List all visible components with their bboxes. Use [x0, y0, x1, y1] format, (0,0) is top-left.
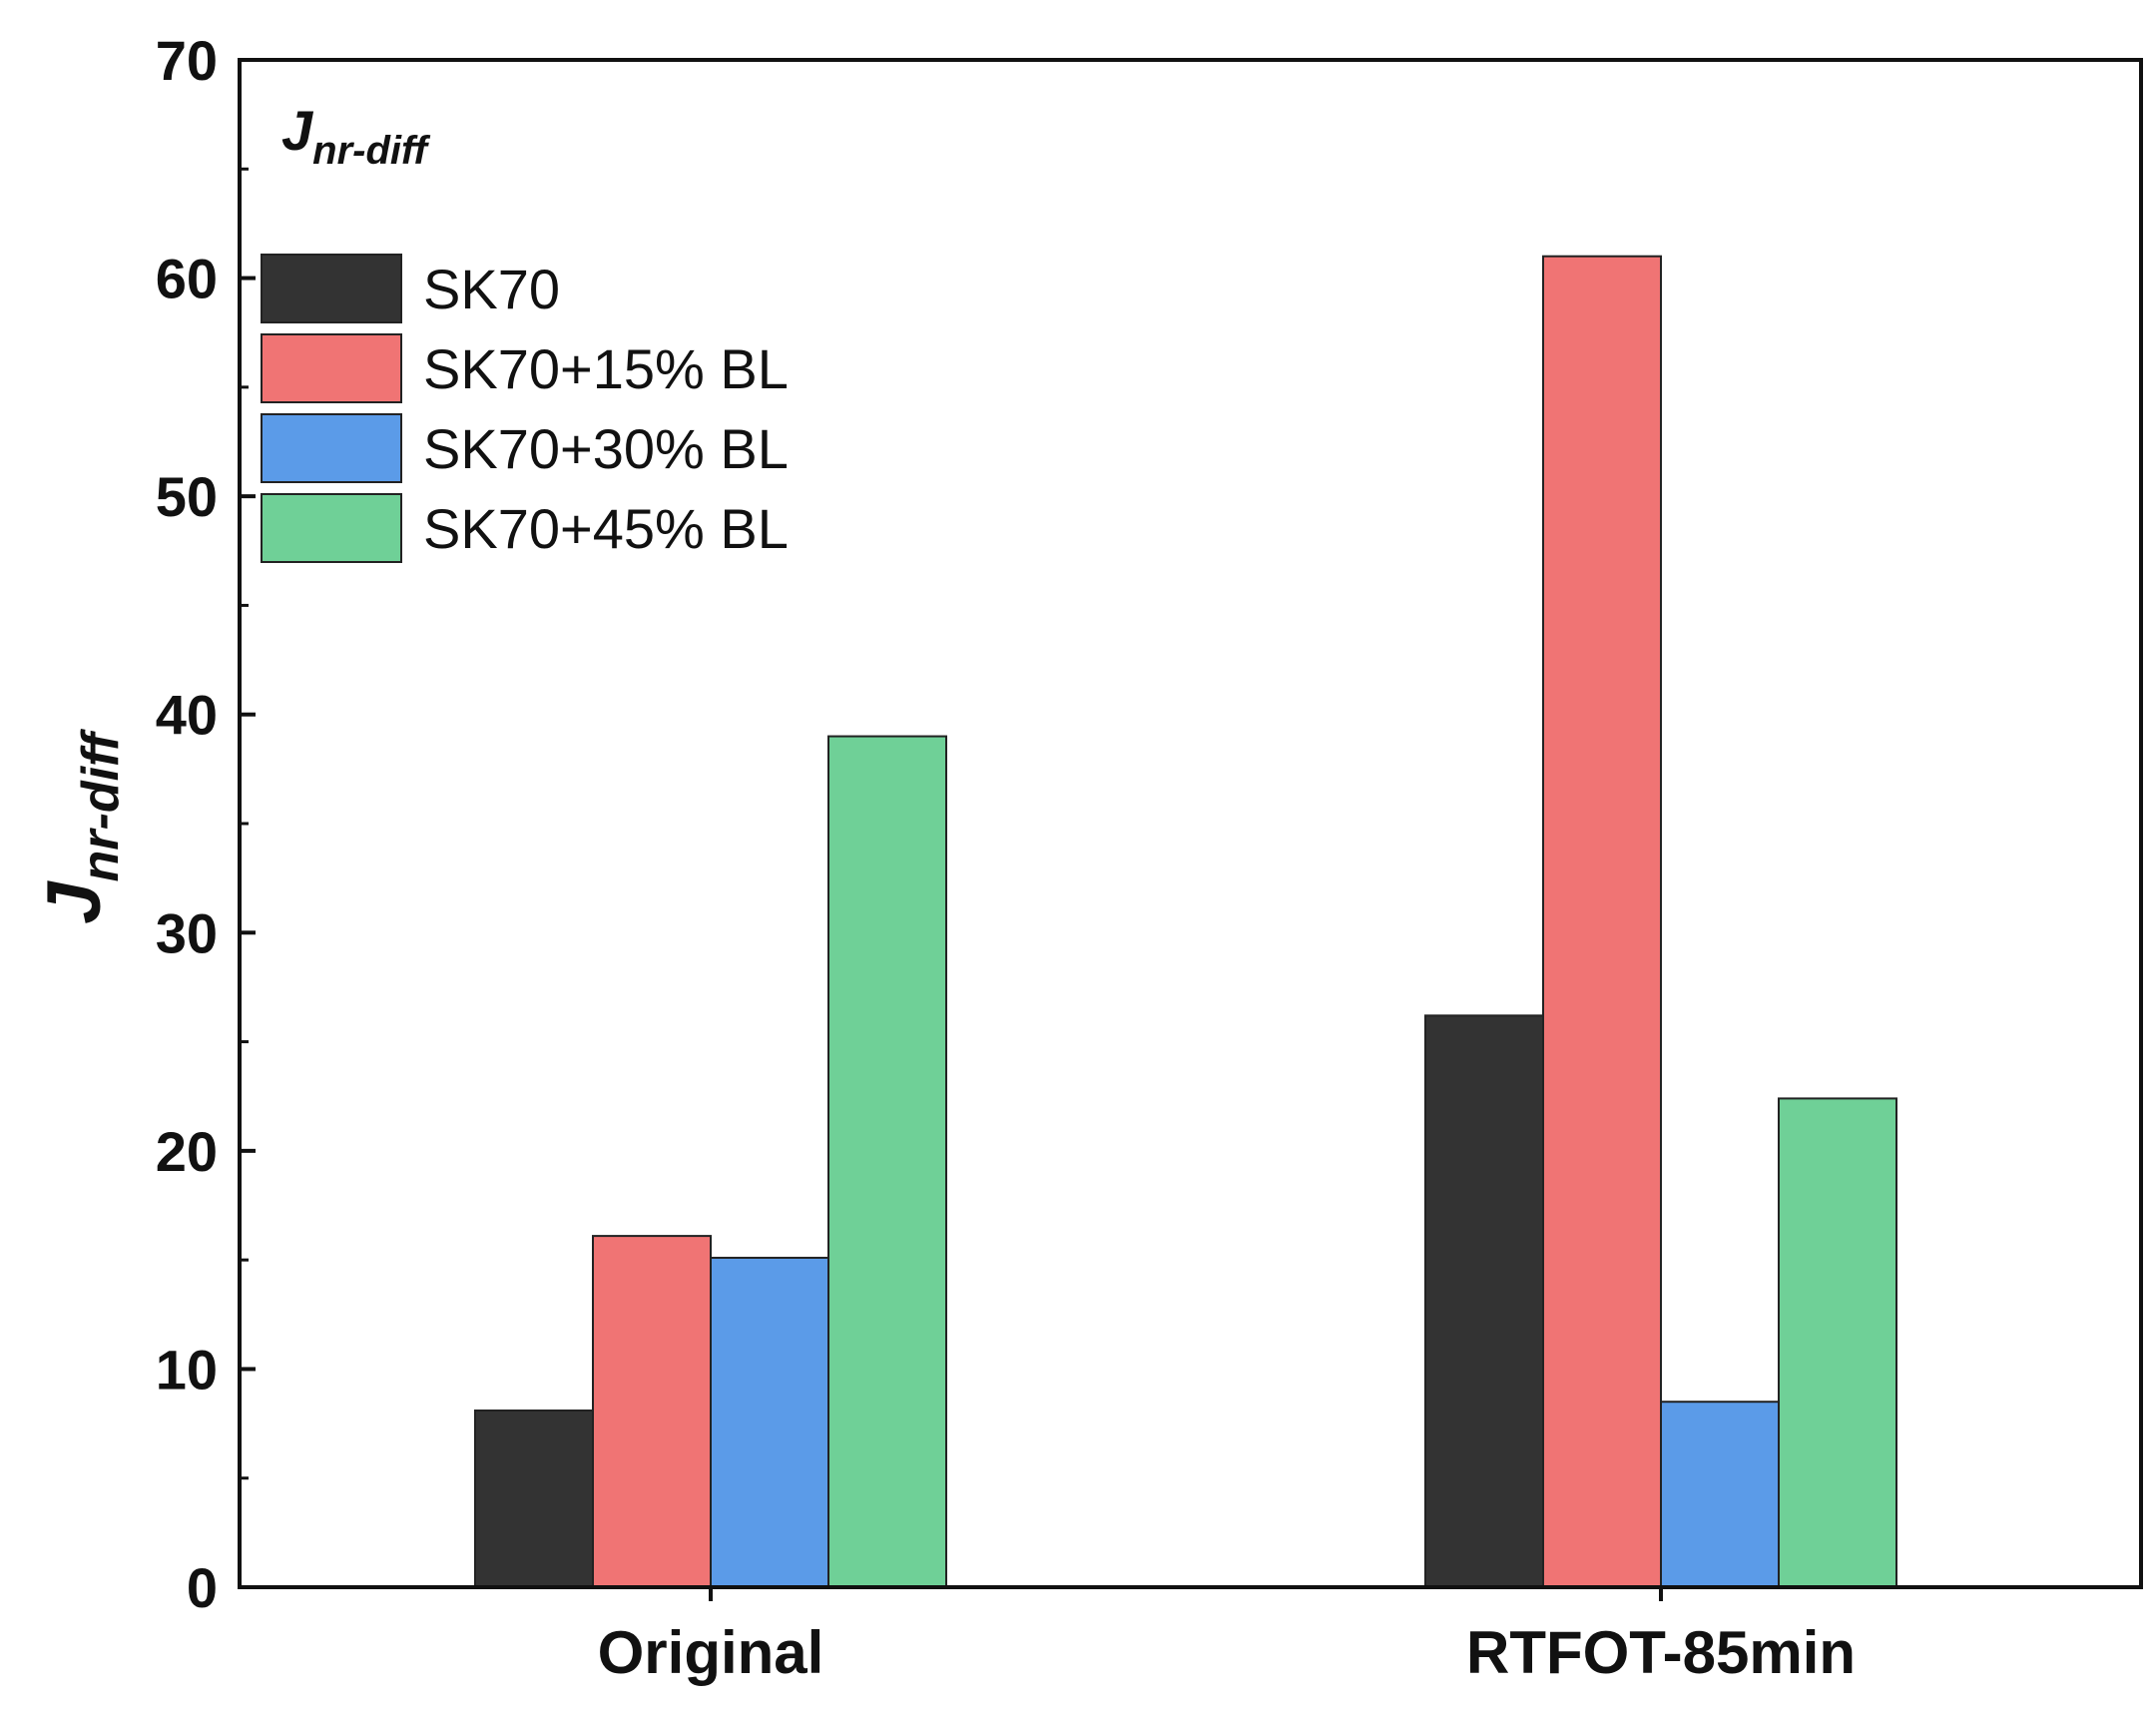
y-tick-label: 30 — [156, 901, 218, 964]
chart-annotation-subscript: nr-diff — [312, 129, 430, 173]
y-tick-label: 20 — [156, 1120, 218, 1183]
legend-swatch-3 — [262, 414, 401, 482]
bar-original-series-3 — [711, 1258, 828, 1587]
legend-label-1: SK70 — [423, 258, 560, 320]
legend-swatch-1 — [262, 255, 401, 322]
legend: SK70 SK70+15% BL SK70+30% BL SK70+45% BL — [262, 255, 789, 562]
y-tick-label: 70 — [156, 29, 218, 92]
bar-rtfot-85min-series-4 — [1779, 1098, 1896, 1587]
bar-rtfot-85min-series-2 — [1543, 257, 1661, 1587]
chart-annotation: Jnr-diff — [281, 99, 431, 173]
x-category-label: Original — [598, 1619, 824, 1686]
legend-label-3: SK70+30% BL — [423, 417, 789, 480]
y-axis-label-subscript: nr-diff — [72, 729, 130, 882]
legend-swatch-2 — [262, 334, 401, 402]
y-tick-label: 50 — [156, 465, 218, 528]
y-tick-label: 60 — [156, 248, 218, 310]
legend-label-4: SK70+45% BL — [423, 497, 789, 560]
bar-chart: 0 10 20 30 40 50 60 70 Original RTFOT-85min Jnr-di… — [0, 0, 2156, 1717]
bar-rtfot-85min-series-3 — [1661, 1402, 1779, 1587]
bar-original-series-2 — [593, 1236, 711, 1587]
bar-rtfot-85min-series-1 — [1425, 1015, 1543, 1587]
y-axis-label-main: J — [32, 880, 117, 924]
y-tick-label: 40 — [156, 684, 218, 747]
legend-label-2: SK70+15% BL — [423, 337, 789, 400]
y-tick-label: 10 — [156, 1338, 218, 1401]
bar-original-series-4 — [828, 737, 946, 1587]
x-category-label: RTFOT-85min — [1466, 1619, 1856, 1686]
legend-swatch-4 — [262, 494, 401, 562]
bar-original-series-1 — [475, 1411, 593, 1587]
y-axis-label: Jnr-diff — [32, 729, 130, 924]
chart-annotation-main: J — [281, 99, 314, 162]
y-tick-label: 0 — [187, 1556, 218, 1619]
